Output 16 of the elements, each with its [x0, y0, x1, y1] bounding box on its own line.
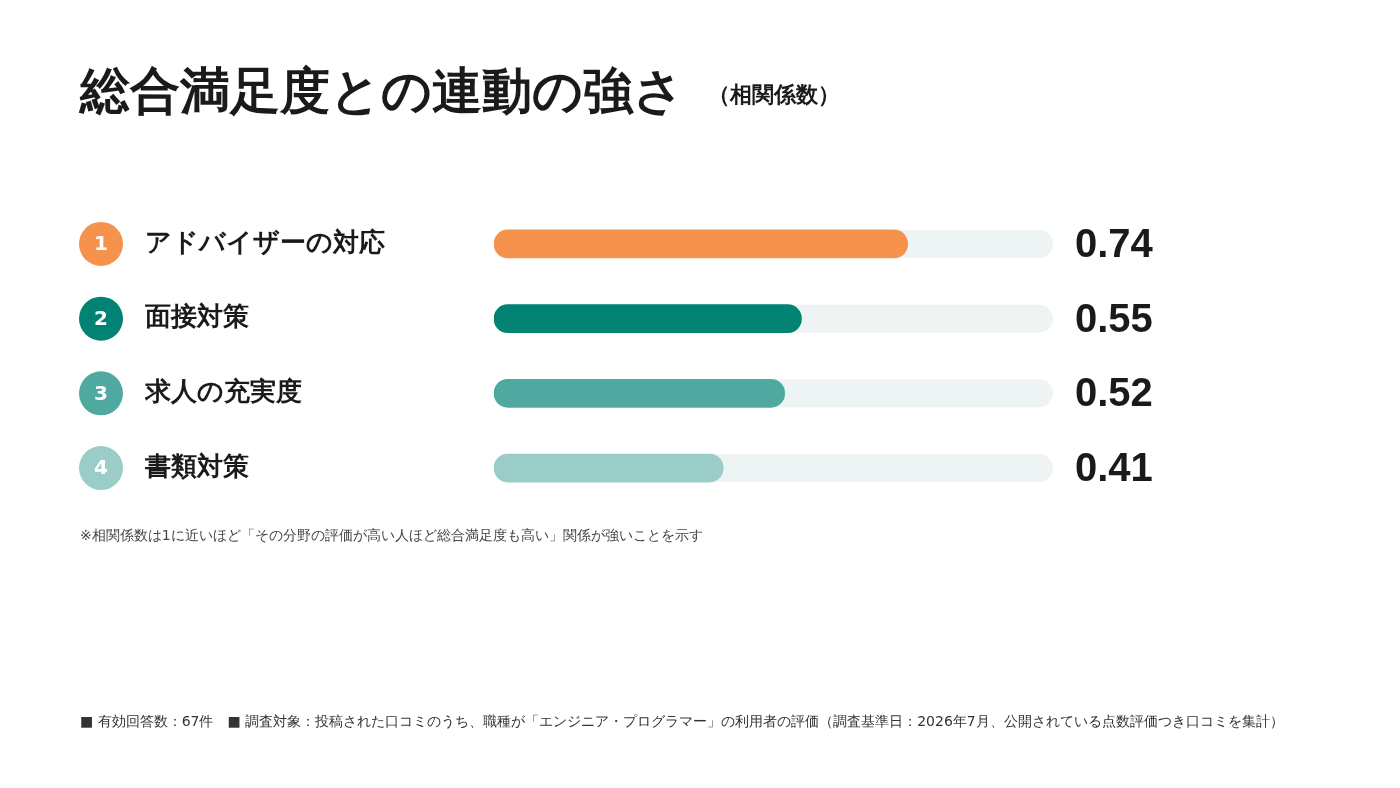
text: ※相関係数は1に近いほど「その分野の評価が高い人ほど総合満足度も高い」関係が強いことを示す: [80, 527, 703, 545]
data-label: 0.74: [1075, 220, 1154, 265]
data-label: 0.55: [1075, 295, 1153, 340]
y-tick-label: 書類対策: [144, 450, 249, 481]
y-tick-label: 面接対策: [144, 301, 249, 332]
text: 2: [94, 305, 108, 330]
y-tick-label: アドバイザーの対応: [145, 226, 385, 257]
chart-subtitle: （相関係数）: [708, 81, 840, 107]
text: ■ 有効回答数：67件 ■ 調査対象：投稿された口コミのうち、職種が「エンジニア・プログラマー」の利用者の評価（調査基準日：2026年7月、公開されている点数評価つき口コミを集計）: [80, 712, 1285, 731]
chart-title: 総合満足度との連動の強さ: [80, 62, 684, 120]
text: 4: [94, 455, 108, 480]
text: 3: [94, 380, 108, 405]
data-label: 0.52: [1075, 370, 1153, 415]
text: 1: [94, 231, 108, 256]
data-label: 0.41: [1075, 445, 1153, 490]
y-tick-label: 求人の充実度: [144, 376, 302, 407]
